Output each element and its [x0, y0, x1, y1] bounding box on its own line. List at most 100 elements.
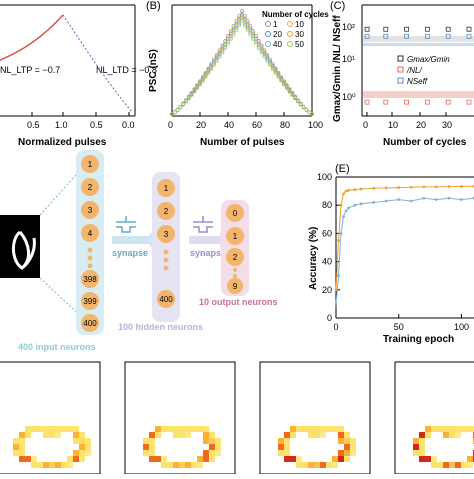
heatmap-cell: [25, 456, 31, 462]
synapse-icon: [193, 216, 213, 233]
panel-c-ylabel: Gmax/Gmin /NL/ NSeff: [332, 15, 343, 122]
panel-b-point: [265, 57, 270, 62]
panel-b-point: [217, 53, 222, 58]
panel-b-point: [170, 112, 174, 116]
heatmap-cell: [155, 432, 161, 438]
panel-b-legend-label: 20: [273, 30, 282, 39]
heatmap-cell: [344, 444, 350, 450]
heatmap-cell: [296, 462, 302, 468]
input-node-label: 400: [83, 319, 97, 328]
heatmap-cell: [203, 432, 209, 438]
panel-e-point: [422, 196, 426, 200]
heatmap-cell: [197, 426, 203, 432]
panel-b-point: [223, 46, 228, 50]
heatmap-cell: [284, 432, 290, 438]
panel-e-point: [397, 186, 401, 189]
panel-b-xtick: 40: [224, 120, 234, 130]
heatmap-frame: [124, 361, 236, 475]
heatmap-cell: [55, 432, 61, 438]
panel-e-point: [359, 202, 363, 206]
heatmap-cell: [350, 444, 356, 450]
panel-b-point: [178, 105, 183, 110]
panel-e-xtick: 50: [394, 322, 404, 332]
panel-e-ytick: 80: [322, 200, 332, 210]
heatmap-cell: [449, 426, 455, 432]
heatmap-cell: [61, 426, 67, 432]
panel-b-xtick: 20: [196, 120, 206, 130]
heatmap-cell: [43, 432, 49, 438]
panel-b-point: [279, 78, 284, 83]
panel-b-point: [212, 62, 216, 67]
panel-b-point: [195, 86, 200, 90]
heatmap-cell: [85, 450, 91, 456]
panel-c-legend-marker: [397, 77, 404, 84]
heatmap-cell: [25, 432, 31, 438]
heatmap-cell: [461, 426, 467, 432]
panel-e-point: [447, 196, 451, 200]
panel-b-point: [290, 93, 295, 97]
heatmap-cell: [19, 438, 25, 444]
panel-b-point: [234, 26, 239, 31]
heatmap-cell: [443, 462, 449, 468]
heatmap-cell: [19, 456, 25, 462]
heatmap-cell: [49, 432, 55, 438]
heatmap-cell: [19, 450, 25, 456]
panel-e-ytick: 100: [317, 172, 332, 182]
panel-c-point: [364, 99, 370, 105]
panel-b-point: [256, 43, 261, 48]
heatmap-cell: [49, 426, 55, 432]
heatmap-cell: [467, 426, 473, 432]
panel-c-point: [404, 99, 410, 105]
panel-b-point: [240, 9, 244, 13]
panel-e-point: [339, 232, 343, 235]
panel-b-point: [240, 17, 244, 21]
panel-e-label: (E): [335, 163, 350, 175]
panel-b-point: [223, 43, 228, 48]
input-node-label: 1: [88, 160, 93, 169]
panel-b-point: [192, 89, 197, 94]
panel-c-legend-label: NSeff: [407, 77, 428, 86]
heatmap-cell: [149, 444, 155, 450]
panel-b-point: [231, 32, 236, 37]
panel-b-point: [251, 35, 256, 40]
panel-b-point: [245, 28, 250, 33]
heatmap-cell: [197, 456, 203, 462]
panel-b-xtick: 60: [252, 120, 262, 130]
panel-d: 1 2 3 4 398 399 400 400 input neurons sy…: [0, 150, 278, 352]
heatmap-cell: [67, 426, 73, 432]
panel-b-point: [287, 89, 292, 94]
hidden-node-label: 3: [164, 230, 169, 239]
heatmap-cell: [55, 426, 61, 432]
panel-c-point: [445, 26, 451, 32]
heatmap-cell: [278, 450, 284, 456]
panel-b-xlabel: Number of pulses: [200, 137, 285, 148]
panel-b-legend-label: 40: [273, 40, 282, 49]
heatmap-cell: [209, 432, 215, 438]
heatmap-cell: [13, 450, 19, 456]
heatmap-cell: [173, 426, 179, 432]
heatmap-cell: [419, 432, 425, 438]
panel-e-series-line: [335, 185, 474, 290]
panel-b-point: [217, 54, 222, 59]
panel-b-legend-marker: [265, 21, 271, 27]
heatmap-cell: [449, 462, 455, 468]
panel-b-legend-marker: [287, 41, 293, 47]
panel-e-point: [347, 206, 350, 210]
heatmap-cell: [308, 426, 314, 432]
panel-c: (C) 10² 10¹ 10⁰ 0 10 20 30 Gmax/Gmin /NL/ N…: [330, 0, 474, 148]
heatmap-cell: [314, 462, 320, 468]
heatmap-cell: [173, 462, 179, 468]
panel-c-point: [383, 26, 389, 32]
output-node-label: 9: [233, 282, 238, 291]
panel-a: 0.5 1.0 0.5 0.0 Normalized pulses NL_LTP…: [0, 4, 157, 148]
heatmap-cell: [185, 432, 191, 438]
heatmap-cell: [467, 462, 473, 468]
panel-e-point: [353, 203, 357, 207]
panel-b-point: [293, 96, 298, 101]
panel-b-point: [276, 74, 281, 79]
heatmap-cell: [73, 426, 79, 432]
heatmap-cell: [179, 432, 185, 438]
heatmap-cell: [320, 432, 326, 438]
heatmap-cell: [149, 438, 155, 444]
hidden-node: 400: [157, 290, 175, 308]
